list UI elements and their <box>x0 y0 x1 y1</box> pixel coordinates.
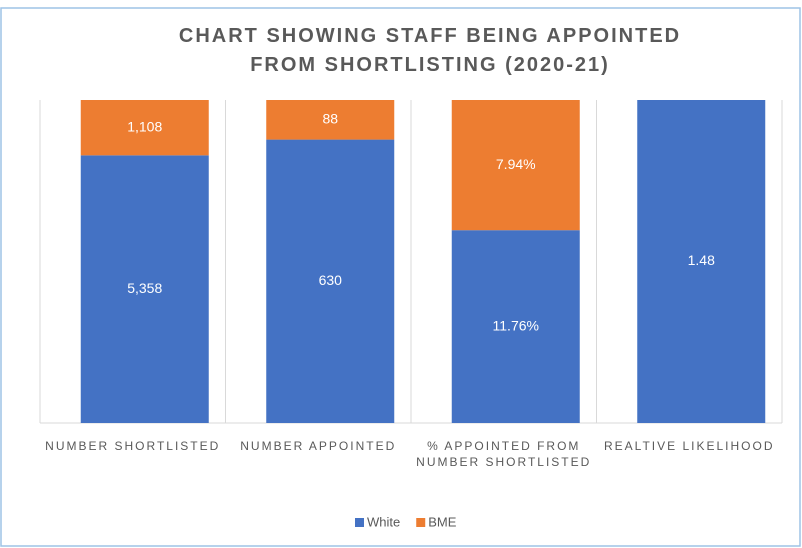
data-label: 11.76% <box>493 317 539 333</box>
bar-segment <box>80 155 209 424</box>
data-label: 1.48 <box>688 252 715 268</box>
legend-swatch <box>355 518 364 527</box>
bar-segment <box>266 139 395 423</box>
legend-label: BME <box>428 514 457 529</box>
legend-swatch <box>416 518 426 527</box>
x-tick-label: NUMBER APPOINTED <box>240 439 397 453</box>
bar-segment <box>451 230 580 423</box>
data-label: 1,108 <box>127 118 162 134</box>
data-label: 7.94% <box>496 156 536 172</box>
bar-segment <box>637 100 766 423</box>
data-label: 5,358 <box>127 280 162 296</box>
chart-title-box: CHART SHOWING STAFF BEING APPOINTED FROM… <box>178 25 682 76</box>
data-label: 630 <box>319 272 343 288</box>
bar-segment <box>266 100 395 140</box>
chart-title: CHART SHOWING STAFF BEING APPOINTED FROM… <box>178 25 682 76</box>
legend-label: White <box>367 514 400 529</box>
bar-segment <box>451 100 580 231</box>
x-tick-label: REALTIVE LIKELIHOOD <box>604 439 775 453</box>
data-label: 88 <box>322 110 338 126</box>
x-tick-label: NUMBER SHORTLISTED <box>45 439 221 453</box>
x-tick-label: % APPOINTED FROM NUMBER SHORTLISTED <box>416 439 592 469</box>
bar-segment <box>80 100 209 156</box>
